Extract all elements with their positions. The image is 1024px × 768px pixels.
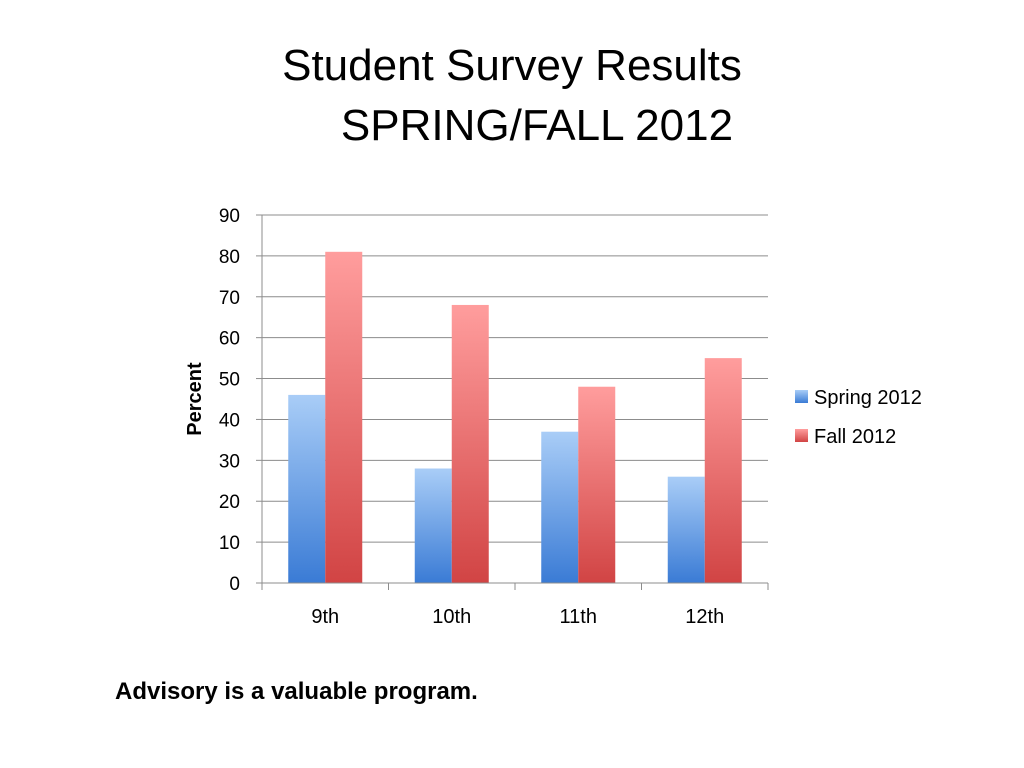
y-tick-label: 70 [219,288,240,309]
x-tick-label: 11th [560,606,597,628]
bars [288,251,742,584]
x-tick-label: 12th [685,606,724,628]
legend-label: Fall 2012 [814,426,896,448]
title-line-2: SPRING/FALL 2012 [340,101,734,150]
bar-12th-fall-2012 [704,358,742,583]
bar-9th-spring-2012 [288,394,326,583]
axes [256,214,769,590]
y-tick-label: 80 [219,247,240,268]
y-tick-label: 50 [219,370,240,391]
bar-10th-fall-2012 [451,304,489,583]
legend: Spring 2012 Fall 2012 [795,387,922,448]
bar-9th-fall-2012 [325,251,363,584]
bar-11th-spring-2012 [541,431,579,583]
y-tick-label: 30 [219,451,240,472]
title-line-1: Student Survey Results [282,41,742,90]
bar-12th-spring-2012 [667,476,705,583]
y-tick-label: 0 [229,574,240,595]
legend-swatch [795,429,808,442]
slide-caption: Advisory is a valuable program. [115,678,478,705]
x-tick-label: 10th [432,606,471,628]
legend-swatch [795,390,808,403]
bar-11th-fall-2012 [578,386,616,583]
legend-label: Spring 2012 [814,387,922,409]
slide-title: Student Survey Results SPRING/FALL 2012 [0,36,1024,156]
y-tick-label: 60 [219,329,240,350]
y-tick-label: 90 [219,206,240,227]
y-tick-label: 10 [219,533,240,554]
y-axis-label: Percent [184,362,206,436]
x-tick-label: 9th [311,606,339,628]
y-tick-label: 20 [219,492,240,513]
tick-labels: 0 10 20 30 40 50 60 70 80 90 9th 10th 11th 12th [219,206,724,628]
y-tick-label: 40 [219,410,240,431]
bar-10th-spring-2012 [414,468,452,583]
